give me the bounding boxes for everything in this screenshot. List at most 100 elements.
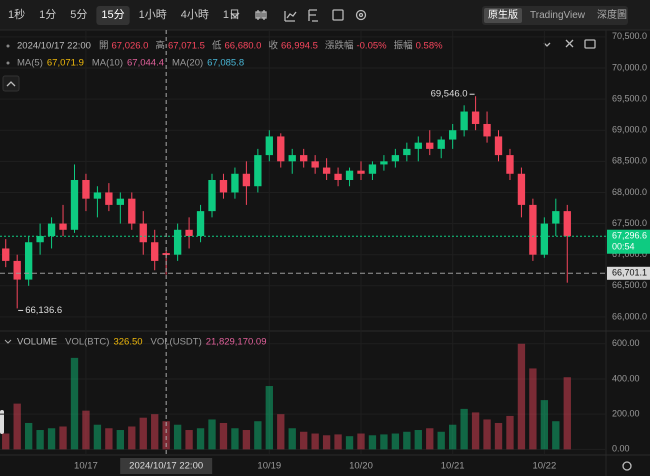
volume-bar	[322, 435, 331, 450]
volume-bar	[540, 400, 549, 450]
volume-bar	[47, 428, 56, 450]
y-tick-label: 400.00	[612, 373, 640, 383]
axis-settings-icon[interactable]	[622, 461, 632, 471]
candle-body	[322, 167, 331, 174]
volume-bar	[506, 415, 514, 450]
volume-bar	[277, 414, 285, 450]
info-label: 漲跌幅	[325, 40, 354, 52]
candle-body	[277, 136, 285, 162]
info-value: 0.58%	[416, 41, 443, 52]
collapse-dot	[6, 44, 10, 48]
volume-collapse	[4, 339, 12, 344]
candle-body	[311, 161, 319, 168]
view-button[interactable]: 原生版	[488, 8, 518, 21]
volume-bar	[128, 426, 136, 450]
candle-body	[437, 139, 445, 149]
candle-body	[517, 173, 526, 205]
info-label: 開	[99, 41, 109, 52]
settings-icon[interactable]	[355, 9, 367, 21]
volume-bar	[24, 422, 33, 450]
interval-button[interactable]: 1秒	[8, 7, 25, 21]
candle-body	[13, 260, 21, 280]
info-label: 振幅	[394, 40, 414, 52]
y-tick-label: 600.00	[612, 338, 640, 348]
y-tick-label: 70,000.0	[612, 62, 647, 72]
interval-button[interactable]: 5分	[70, 8, 87, 21]
volume-bar	[288, 428, 296, 450]
candle-body	[185, 229, 193, 237]
volume-bar	[70, 357, 79, 450]
candle-body	[47, 223, 56, 237]
info-label: 低	[212, 40, 222, 52]
y-tick-label: 67,500.0	[612, 218, 647, 228]
candle-body	[151, 242, 159, 261]
volume-bar	[529, 368, 537, 450]
candle-body	[426, 142, 434, 149]
more-intervals[interactable]	[230, 12, 240, 18]
collapse-icon[interactable]	[543, 42, 551, 47]
volume-bar	[196, 428, 205, 450]
volume-bar	[219, 422, 228, 450]
volume-bar	[2, 433, 10, 450]
candle-body	[380, 161, 388, 165]
info-time: 2024/10/17 22:00	[17, 41, 91, 52]
volume-bar	[460, 408, 468, 450]
drawing-icon[interactable]	[308, 9, 318, 22]
volume-bar	[357, 433, 365, 450]
countdown: 00:54	[612, 242, 635, 252]
high-annotation: 69,546.0	[431, 89, 468, 100]
candle-body	[116, 198, 124, 205]
candle-type-icon[interactable]	[255, 10, 267, 20]
candle-body	[460, 111, 468, 131]
ma-dot	[6, 61, 10, 65]
x-tick-label: 10/21	[441, 461, 465, 472]
ma-name: MA(5)	[17, 58, 43, 69]
candle-body	[449, 130, 457, 140]
volume-bar	[93, 424, 102, 450]
close-icon[interactable]	[565, 39, 574, 48]
candle-body	[173, 229, 182, 255]
volume-bar	[449, 424, 457, 450]
volume-bar	[208, 419, 216, 450]
volume-bar	[242, 430, 251, 450]
volume-bar	[59, 426, 67, 450]
volume-bar	[36, 430, 44, 450]
volume-info-value: 21,829,170.09	[206, 337, 267, 348]
volume-info-label: VOL(USDT)	[151, 337, 202, 348]
side-handle[interactable]	[0, 410, 4, 434]
collapse-button[interactable]	[2, 75, 20, 92]
candle-body	[357, 170, 365, 174]
y-tick-label: 200.00	[612, 409, 640, 419]
volume-bar	[139, 417, 147, 450]
settings-box-icon[interactable]	[332, 9, 344, 21]
y-tick-label: 0.00	[612, 444, 630, 454]
interval-button[interactable]: 1小時	[139, 8, 167, 21]
candle-body	[368, 164, 377, 174]
interval-button[interactable]: 1日	[223, 9, 240, 21]
candle-body	[563, 211, 571, 237]
volume-bar	[105, 428, 113, 450]
price-label: 67,296.6	[612, 231, 647, 241]
view-button[interactable]: 深度圖	[597, 8, 627, 21]
candle-body	[483, 123, 491, 137]
volume-bar	[471, 412, 480, 450]
candle-body	[70, 180, 79, 230]
fullscreen-icon[interactable]	[584, 39, 596, 49]
view-selected	[484, 8, 522, 23]
info-value: 66,680.0	[224, 41, 261, 52]
price-label: 66,701.1	[612, 268, 647, 278]
volume-bar	[380, 434, 388, 450]
interval-button[interactable]: 1分	[39, 8, 56, 21]
indicator-icon[interactable]	[284, 11, 297, 22]
interval-button[interactable]: 4小時	[181, 8, 209, 21]
y-tick-label: 66,500.0	[612, 280, 647, 290]
volume-info-label: VOL(BTC)	[65, 337, 109, 348]
volume-bar	[391, 433, 400, 450]
view-button[interactable]: TradingView	[530, 10, 586, 21]
volume-bar	[265, 386, 273, 450]
y-tick-label: 67,000.0	[612, 249, 647, 259]
info-value: 66,994.5	[281, 41, 318, 52]
interval-button[interactable]: 15分	[101, 8, 124, 21]
